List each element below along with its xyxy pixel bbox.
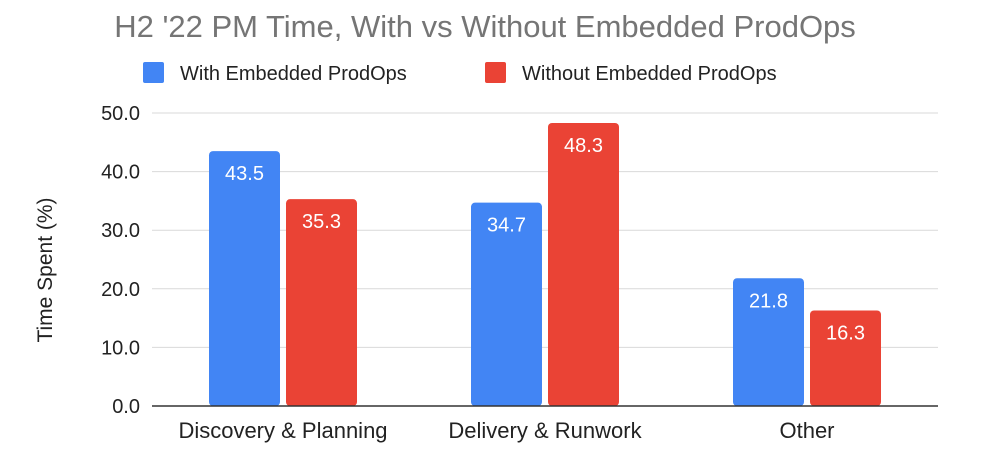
x-category-label: Delivery & Runwork bbox=[448, 418, 642, 443]
data-label-without-1: 35.3 bbox=[302, 211, 341, 233]
bar-without-2 bbox=[548, 122, 619, 406]
data-label-with-1: 43.5 bbox=[225, 163, 264, 185]
bar-with-1 bbox=[209, 151, 280, 406]
y-tick-label: 40.0 bbox=[101, 162, 140, 184]
data-label-without-2: 48.3 bbox=[564, 135, 603, 157]
bar-without-1 bbox=[286, 199, 357, 406]
bars bbox=[209, 122, 881, 406]
y-axis-ticks: 0.0 10.0 20.0 30.0 40.0 50.0 bbox=[101, 103, 140, 418]
legend-swatch-without bbox=[485, 62, 506, 83]
y-tick-label: 20.0 bbox=[101, 279, 140, 301]
x-axis-categories: Discovery & Planning Delivery & Runwork Ot… bbox=[178, 418, 834, 443]
y-tick-label: 10.0 bbox=[101, 337, 140, 359]
data-label-without-3: 16.3 bbox=[826, 322, 865, 344]
legend: With Embedded ProdOps Without Embedded P… bbox=[143, 62, 777, 85]
y-tick-label: 50.0 bbox=[101, 103, 140, 125]
data-labels: 43.5 35.3 34.7 48.3 21.8 16.3 bbox=[225, 135, 865, 345]
data-label-with-3: 21.8 bbox=[749, 290, 788, 312]
legend-swatch-with bbox=[143, 62, 164, 83]
data-label-with-2: 34.7 bbox=[487, 215, 526, 237]
gridlines bbox=[152, 112, 938, 348]
y-tick-label: 30.0 bbox=[101, 220, 140, 242]
bar-without-3 bbox=[810, 310, 881, 406]
legend-label-without: Without Embedded ProdOps bbox=[522, 63, 777, 85]
bar-with-3 bbox=[733, 278, 804, 406]
legend-label-with: With Embedded ProdOps bbox=[180, 63, 407, 85]
bar-with-2 bbox=[471, 202, 542, 406]
x-category-label: Discovery & Planning bbox=[178, 418, 387, 443]
chart-title: H2 '22 PM Time, With vs Without Embedded… bbox=[114, 9, 856, 44]
y-tick-label: 0.0 bbox=[112, 396, 140, 418]
x-category-label: Other bbox=[779, 418, 834, 443]
y-axis-label: Time Spent (%) bbox=[34, 197, 57, 342]
